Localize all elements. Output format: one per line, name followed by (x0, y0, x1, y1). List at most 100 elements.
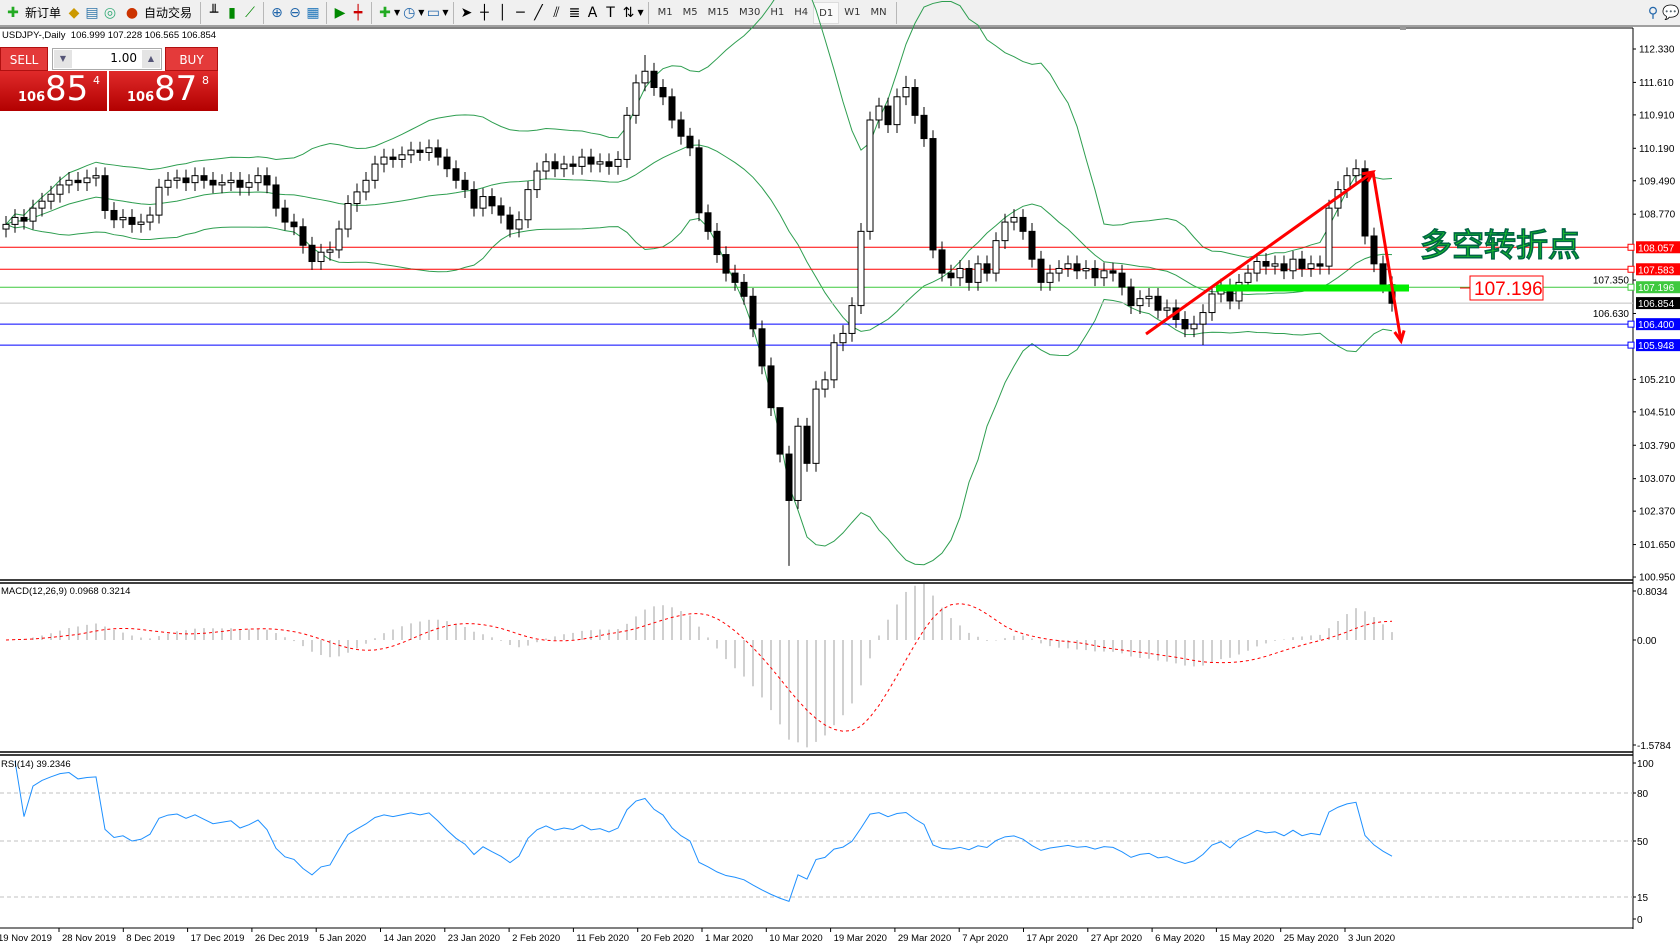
candle-body (722, 254, 730, 274)
auto-trading-button[interactable]: ● 自动交易 (119, 1, 196, 25)
price-line-label-bg (1636, 318, 1680, 331)
indicators-icon[interactable]: ✚ (379, 4, 391, 21)
candle (1307, 255, 1315, 277)
candle-body (290, 221, 298, 228)
candle-body (92, 175, 100, 179)
timeframe-mn[interactable]: MN (870, 6, 887, 18)
candle-body (1019, 216, 1027, 232)
buy-price-box[interactable]: 106 87 8 (109, 69, 218, 111)
date-label: 27 Apr 2020 (1091, 933, 1142, 944)
crosshair-icon[interactable]: ┼ (480, 4, 489, 21)
arrows-icon[interactable]: ⇅ (622, 4, 635, 21)
candle (974, 255, 982, 291)
candle (209, 171, 217, 194)
candle (1253, 253, 1261, 282)
candle-body (929, 138, 937, 251)
candle-body (1064, 263, 1072, 269)
candle-body (740, 281, 748, 297)
candle-body (866, 119, 874, 232)
dropdown-arrow-icon[interactable]: ▼ (418, 8, 425, 17)
rsi-tick-label: 80 (1637, 789, 1649, 800)
candle (128, 209, 136, 233)
sell-button[interactable]: SELL (0, 47, 48, 71)
candlestick-icon[interactable]: ▮ (228, 4, 236, 21)
market-watch-icon[interactable]: ▤ (85, 4, 99, 21)
rsi-tick-label: 50 (1637, 837, 1649, 848)
cursor-icon[interactable]: ➤ (460, 4, 473, 21)
macd-signal-line (5, 603, 1393, 732)
chat-icon[interactable]: 💬 (1662, 4, 1680, 21)
signals-icon[interactable]: ◎ (103, 4, 117, 21)
candle-body (398, 154, 406, 160)
date-label: 29 Mar 2020 (898, 933, 951, 944)
price-tick-label: 106.630 (1593, 309, 1630, 320)
candle (20, 209, 28, 230)
timeframe-m1[interactable]: M1 (657, 6, 673, 18)
candle (1136, 290, 1144, 314)
bar-chart-icon[interactable]: ╨ (209, 4, 219, 21)
dropdown-arrow-icon[interactable]: ▼ (637, 8, 644, 17)
dropdown-arrow-icon[interactable]: ▼ (442, 8, 449, 17)
timeframe-m30[interactable]: M30 (739, 6, 761, 18)
sell-price-box[interactable]: 106 85 4 (0, 69, 107, 111)
price-line-label: 106.854 (1638, 299, 1675, 310)
equidistant-channel-icon[interactable]: ⫽ (553, 4, 560, 21)
chart-shift-icon[interactable]: ┿ (353, 4, 363, 21)
timeframe-h4[interactable]: H4 (794, 6, 809, 18)
candle-body (1001, 221, 1009, 242)
new-order-button[interactable]: ✚ 新订单 (0, 1, 65, 25)
candle (479, 188, 487, 217)
lot-size-input[interactable]: ▼ 1.00 ▲ (52, 48, 162, 70)
trendline-icon[interactable]: ╱ (534, 4, 543, 21)
fibonacci-icon[interactable]: ≣ (568, 4, 581, 21)
price-line-label-bg (1636, 297, 1680, 310)
text-icon[interactable]: A (587, 4, 598, 21)
timeframe-d1[interactable]: D1 (813, 1, 840, 24)
candle (1001, 213, 1009, 249)
text-label-icon[interactable]: T (606, 4, 615, 21)
buy-button[interactable]: BUY (165, 47, 218, 71)
candle-body (506, 214, 514, 230)
timeframe-m5[interactable]: M5 (682, 6, 698, 18)
zoom-in-icon[interactable]: ⊕ (271, 4, 283, 21)
candle (1298, 250, 1306, 277)
timeframe-m15[interactable]: M15 (707, 6, 730, 18)
candle (407, 141, 415, 164)
candle (596, 153, 604, 173)
dropdown-arrow-icon[interactable]: ▼ (394, 8, 401, 17)
timeframe-w1[interactable]: W1 (844, 6, 861, 18)
candle (668, 88, 676, 129)
timeframe-h1[interactable]: H1 (770, 6, 785, 18)
periods-icon[interactable]: ◷ (403, 4, 416, 21)
history-icon[interactable]: ◆ (68, 4, 80, 21)
price-tick-label: 110.910 (1639, 110, 1675, 121)
toolbar: ✚ 新订单 ◆ ▤ ◎ ● 自动交易 ╨ ▮ ⟋ ⊕ ⊖ ▦ ▶ ┿ ✚ ▼ ◷ ▼ ▭… (0, 0, 1680, 27)
search-icon[interactable]: ⚲ (1647, 4, 1659, 21)
lot-increase-button[interactable]: ▲ (142, 50, 160, 68)
rsi-tick-label: 100 (1637, 759, 1654, 770)
candle-body (1136, 298, 1144, 307)
candle (695, 139, 703, 222)
lot-value[interactable]: 1.00 (110, 51, 137, 65)
tile-windows-icon[interactable]: ▦ (306, 4, 320, 21)
templates-icon[interactable]: ▭ (426, 4, 440, 21)
candle (137, 213, 145, 233)
candle (1073, 255, 1081, 280)
candle-body (1208, 293, 1216, 314)
candle (281, 199, 289, 231)
candle-body (1352, 168, 1360, 177)
horizontal-line-icon[interactable]: ─ (516, 4, 525, 21)
candle-body (884, 105, 892, 126)
candle-body (578, 156, 586, 167)
candle-body (1127, 286, 1135, 307)
autoscroll-icon[interactable]: ▶ (334, 4, 346, 21)
price-tick-label: 100.950 (1639, 573, 1676, 584)
lot-decrease-button[interactable]: ▼ (54, 50, 72, 68)
price-line-label-bg (1636, 241, 1680, 254)
candle (1055, 260, 1063, 282)
vertical-line-icon[interactable]: │ (498, 4, 507, 21)
line-chart-icon[interactable]: ⟋ (245, 4, 255, 21)
candle-body (839, 332, 847, 344)
zoom-out-icon[interactable]: ⊖ (289, 4, 301, 21)
